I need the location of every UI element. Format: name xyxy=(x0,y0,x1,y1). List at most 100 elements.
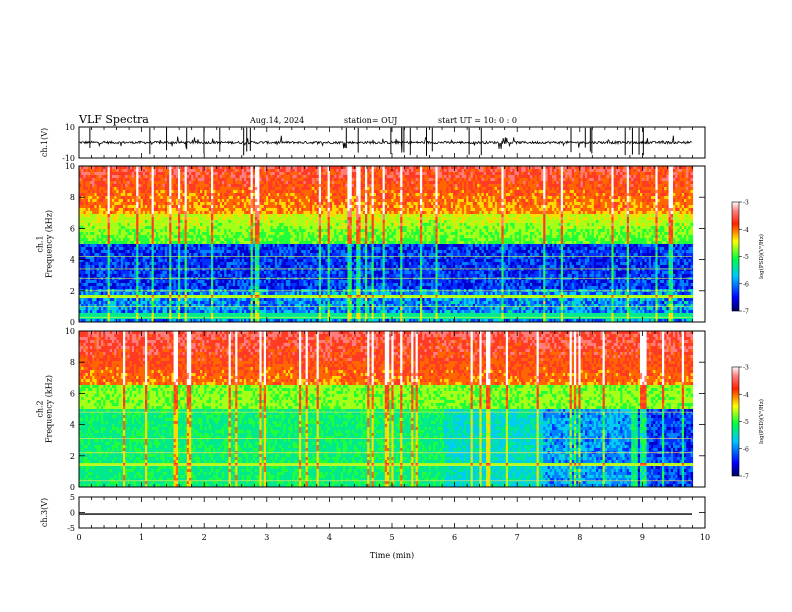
ch1-spectrogram-cell xyxy=(345,283,348,286)
ch1-spectrogram-cell xyxy=(376,271,379,274)
ch1-spectrogram-cell xyxy=(343,178,346,181)
ch1-spectrogram-cell xyxy=(149,199,152,205)
ch1-spectrogram-cell xyxy=(147,259,150,265)
ch1-spectrogram-cell xyxy=(301,202,304,205)
ch1-spectrogram-cell xyxy=(83,241,86,244)
ch1-spectrogram-cell xyxy=(85,280,89,286)
ch1-spectrogram-cell xyxy=(224,307,227,310)
ch1-spectrogram-cell xyxy=(263,178,267,184)
ch1-spectrogram-cell xyxy=(294,280,298,283)
ch1-spectrogram-cell xyxy=(362,304,366,307)
ch1-spectrogram-cell xyxy=(387,214,390,223)
ch1-spectrogram-cell xyxy=(332,190,335,193)
ch1-spectrogram-cell xyxy=(217,232,221,235)
ch1-spectrogram-cell xyxy=(358,232,361,244)
ch1-spectrogram-cell xyxy=(365,313,368,319)
ch1-spectrogram-cell xyxy=(167,169,170,175)
ch1-spectrogram-cell xyxy=(279,223,282,232)
ch1-spectrogram-cell xyxy=(197,253,201,262)
ch1-spectrogram-cell xyxy=(316,244,320,247)
ch1-spectrogram-cell xyxy=(158,280,161,283)
ch1-spectrogram-cell xyxy=(259,193,262,196)
ch1-spectrogram-cell xyxy=(239,175,243,181)
ch1-spectrogram-cell xyxy=(354,313,357,319)
ch1-spectrogram-cell xyxy=(274,283,278,286)
ch1-spectrogram-cell xyxy=(323,283,326,286)
ch1-spectrogram-cell xyxy=(208,259,212,265)
ch1-spectrogram-cell xyxy=(200,298,203,301)
ch1-spectrogram-cell xyxy=(244,265,247,268)
ch1-spectrogram-cell xyxy=(321,286,324,289)
ch1-spectrogram-cell xyxy=(213,226,216,229)
ch1-spectrogram-cell xyxy=(263,313,267,319)
ch1-spectrogram-cell xyxy=(147,319,150,322)
ch1-spectrogram-cell xyxy=(367,259,370,262)
ch1-spectrogram-cell xyxy=(292,301,295,304)
ch1-spectrogram-cell xyxy=(118,238,122,244)
ch1-spectrogram-cell xyxy=(362,259,366,265)
ch1-spectrogram-cell xyxy=(182,214,185,217)
ch1-spectrogram-cell xyxy=(175,184,179,187)
ch1-spectrogram-cell xyxy=(116,175,119,178)
ch1-spectrogram-cell xyxy=(219,217,223,223)
ch1-spectrogram-cell xyxy=(138,298,141,304)
ch1-spectrogram-cell xyxy=(272,295,276,298)
ch1-spectrogram-cell xyxy=(123,229,126,238)
ch1-spectrogram-cell xyxy=(186,253,190,256)
ch1-spectrogram-cell xyxy=(345,244,348,247)
ch1-spectrogram-cell xyxy=(283,304,287,310)
ch1-spectrogram-cell xyxy=(107,214,111,217)
ch1-spectrogram-cell xyxy=(112,271,115,274)
ch1-spectrogram-cell xyxy=(151,268,155,271)
ch1-spectrogram-cell xyxy=(248,313,251,319)
ch1-spectrogram-cell xyxy=(213,166,216,169)
ch1-spectrogram-cell xyxy=(290,226,293,229)
ch1-spectrogram-cell xyxy=(360,190,364,196)
ch1-spectrogram-cell xyxy=(296,166,300,172)
ch1-spectrogram-cell xyxy=(98,202,102,205)
ch1-spectrogram-cell xyxy=(195,274,199,277)
ch1-spectrogram-cell xyxy=(204,283,207,286)
ch1-spectrogram-cell xyxy=(318,307,322,310)
ch1-spectrogram-cell xyxy=(252,241,256,244)
ch1-spectrogram-cell xyxy=(158,238,161,241)
ch1-spectrogram-cell xyxy=(316,211,320,214)
ch1-spectrogram-cell xyxy=(167,295,170,298)
ch1-spectrogram-cell xyxy=(378,178,381,184)
ch1-spectrogram-cell xyxy=(193,310,196,313)
ch1-spectrogram-cell xyxy=(347,283,350,286)
ch1-spectrogram-cell xyxy=(266,295,269,298)
ch1-spectrogram-cell xyxy=(211,304,214,307)
ch1-spectrogram-cell xyxy=(191,304,194,307)
ch1-spectrogram-cell xyxy=(169,265,172,271)
ch1-spectrogram-cell xyxy=(318,187,322,202)
ch1-spectrogram-cell xyxy=(318,247,322,250)
ch1-spectrogram-cell xyxy=(169,205,172,214)
ch1-spectrogram-cell xyxy=(389,247,392,250)
ch1-spectrogram-cell xyxy=(310,298,313,301)
ch1-spectrogram-cell xyxy=(323,205,326,208)
ch1-spectrogram-cell xyxy=(261,229,265,244)
ch1-spectrogram-cell xyxy=(138,241,141,244)
ch1-spectrogram-cell xyxy=(211,256,214,259)
ch1-spectrogram-cell xyxy=(228,244,232,247)
ch1-spectrogram-cell xyxy=(296,307,300,313)
ch1-spectrogram-cell xyxy=(92,193,95,199)
ch1-spectrogram-cell xyxy=(79,244,82,253)
ch1-spectrogram-cell xyxy=(151,244,155,247)
ch1-spectrogram-cell xyxy=(259,259,262,262)
ch1-spectrogram-cell xyxy=(153,250,157,253)
ch1-spectrogram-cell xyxy=(193,247,196,250)
ch1-spectrogram-cell xyxy=(129,175,133,181)
ch1-spectrogram-cell xyxy=(296,211,300,214)
ch1-spectrogram-cell xyxy=(158,241,161,244)
ch1-spectrogram-cell xyxy=(351,310,355,313)
ch1-spectrogram-cell xyxy=(321,199,324,205)
ch1-spectrogram-cell xyxy=(112,259,115,262)
ch1-spectrogram-cell xyxy=(164,298,168,301)
ch1-spectrogram-cell xyxy=(138,190,141,196)
ch1-spectrogram-cell xyxy=(274,187,278,190)
ch1-spectrogram-cell xyxy=(182,193,185,196)
ch1-spectrogram-cell xyxy=(182,271,185,274)
ch1-spectrogram-cell xyxy=(250,274,254,277)
